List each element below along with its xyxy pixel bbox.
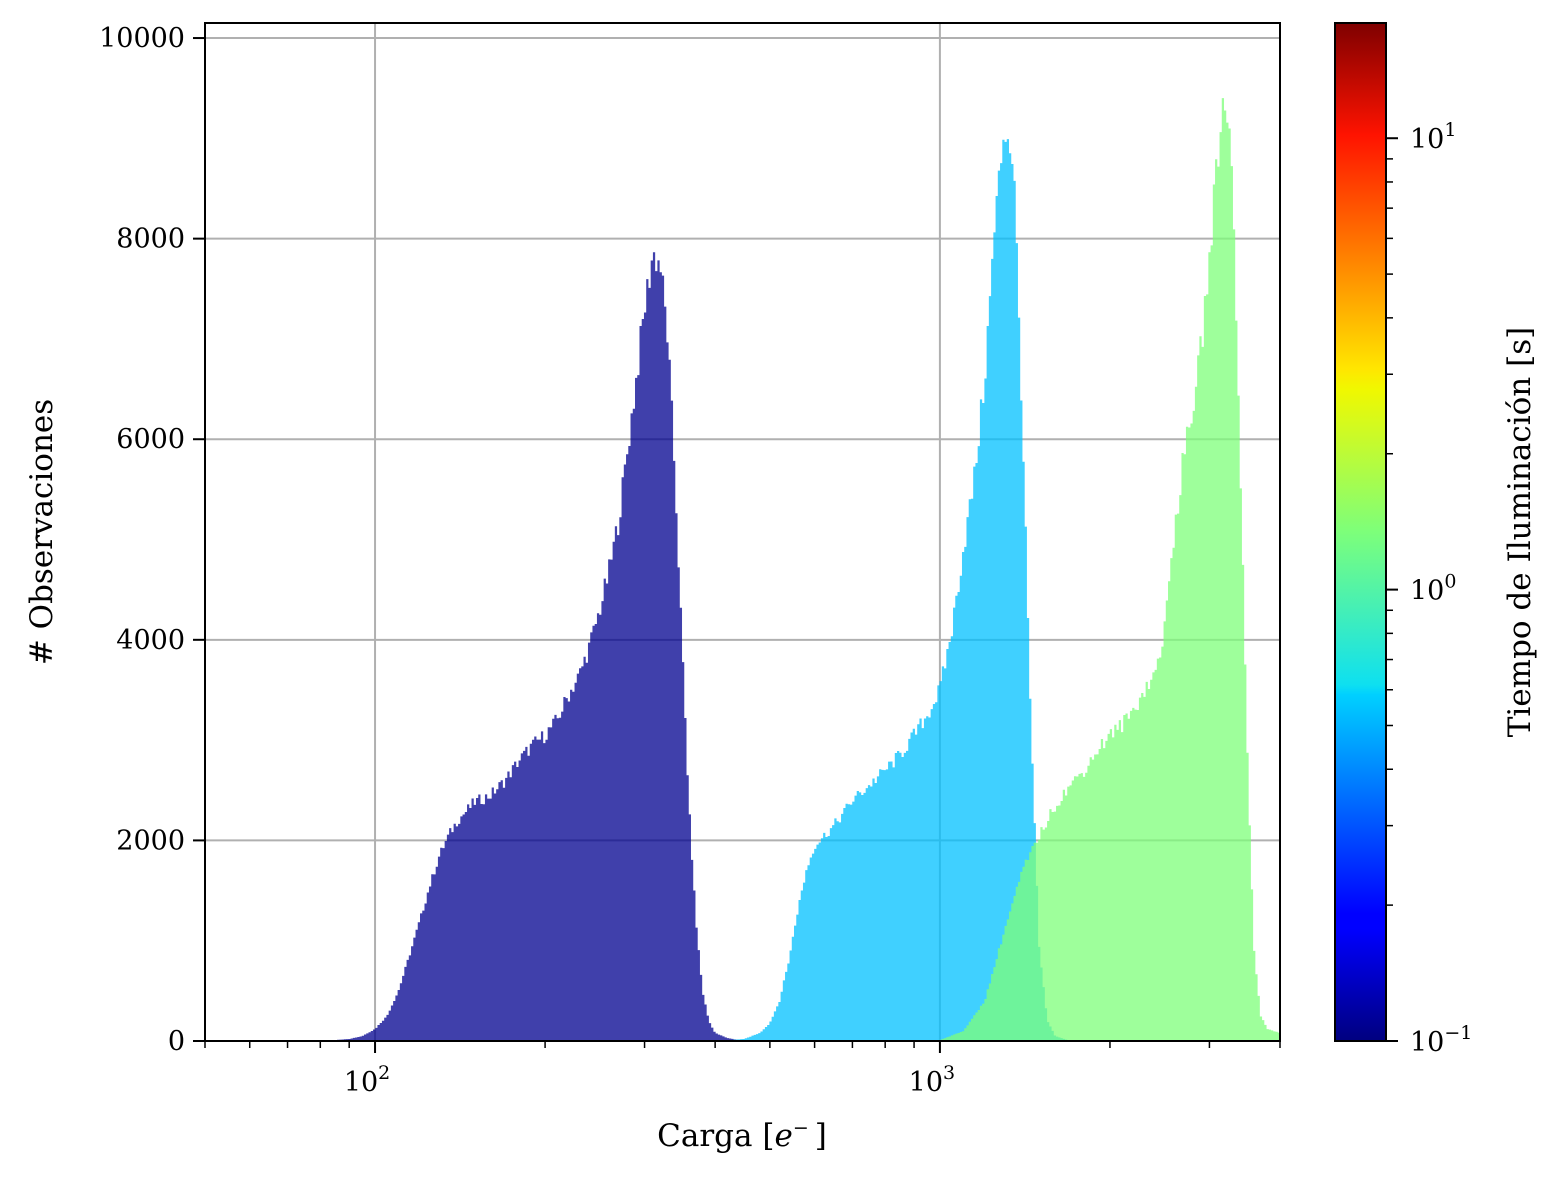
histogram-bars (319, 98, 1280, 1041)
plot-frame (204, 22, 1281, 1042)
y-axis-ticks: 0 2000 4000 6000 8000 10000 (99, 23, 205, 1057)
colorbar (1334, 22, 1387, 1042)
colorbar-label: Tiempo de Iluminación [s] (1502, 327, 1538, 737)
histogram-series-1 (319, 252, 745, 1041)
y-tick-label: 10000 (99, 23, 185, 54)
histogram-bars-series-3 (914, 98, 1280, 1041)
histogram-bars-series-2 (715, 139, 1070, 1041)
y-axis-label: # Observaciones (24, 399, 60, 665)
histogram-bars-series-1 (319, 252, 745, 1041)
y-tick-label: 8000 (116, 224, 185, 255)
x-axis-ticks: 102 103 (204, 1041, 1281, 1098)
y-tick-label: 0 (168, 1026, 185, 1057)
y-tick-label: 6000 (116, 424, 185, 455)
y-tick-label: 4000 (116, 625, 185, 656)
histogram-series-3 (914, 98, 1280, 1041)
y-tick-label: 2000 (116, 825, 185, 856)
histogram-series-2 (715, 139, 1070, 1041)
colorbar-tick-label: 10−1 (1410, 1022, 1472, 1058)
x-axis-label: Carga [e−] (657, 1117, 827, 1154)
colorbar-tick-label: 100 (1410, 571, 1456, 607)
x-tick-label: 103 (909, 1062, 955, 1098)
colorbar-ticks: 10−1 100 101 (1386, 119, 1472, 1058)
x-tick-label: 102 (344, 1062, 390, 1098)
colorbar-tick-label: 101 (1410, 119, 1456, 155)
grid-lines (205, 23, 1280, 1041)
